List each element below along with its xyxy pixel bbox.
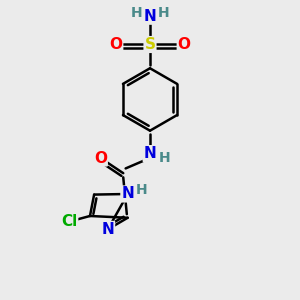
Text: N: N: [121, 187, 134, 202]
Text: H: H: [158, 6, 169, 20]
Text: N: N: [144, 146, 156, 161]
Text: N: N: [144, 9, 156, 24]
Text: H: H: [136, 183, 148, 197]
Text: H: H: [159, 151, 171, 165]
Text: O: O: [94, 151, 107, 166]
Text: S: S: [145, 37, 155, 52]
Text: O: O: [178, 37, 191, 52]
Text: O: O: [109, 37, 122, 52]
Text: Cl: Cl: [61, 214, 77, 229]
Text: H: H: [131, 6, 142, 20]
Text: N: N: [101, 222, 114, 237]
